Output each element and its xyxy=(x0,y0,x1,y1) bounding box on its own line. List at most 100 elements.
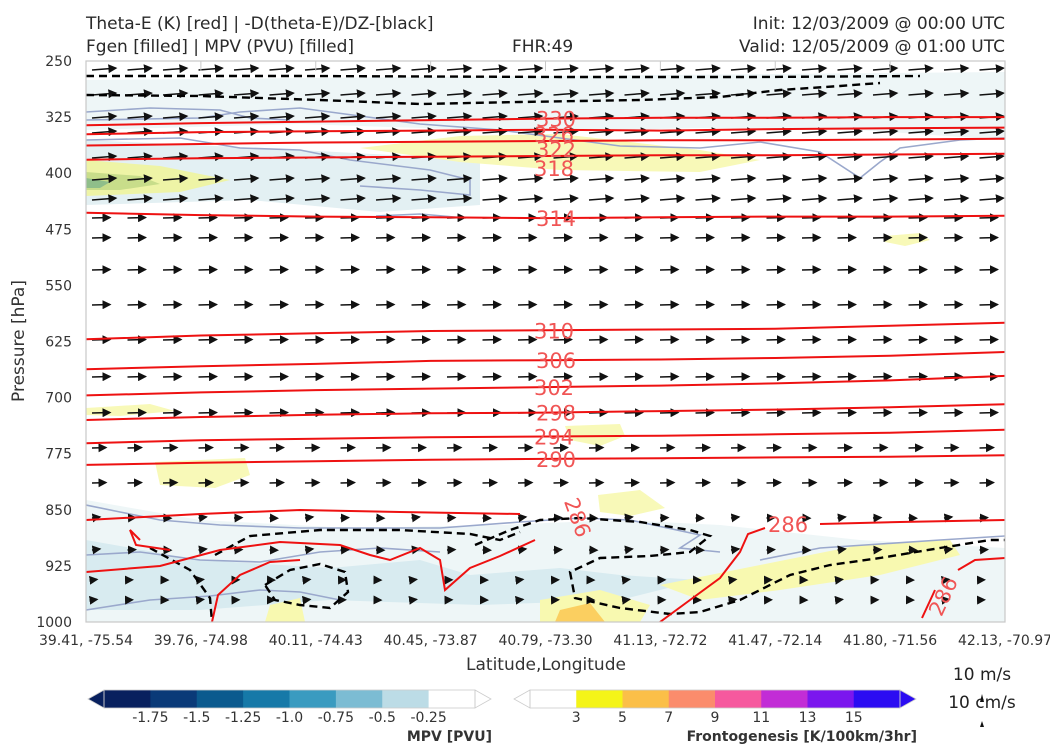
wind-vector xyxy=(801,372,822,382)
wind-vector xyxy=(943,213,964,223)
wind-vector xyxy=(517,127,544,137)
vector-key-wind: 10 m/s xyxy=(953,665,1011,685)
vector-key-arrow-small xyxy=(980,721,984,727)
theta-e-contour-294 xyxy=(86,428,1005,445)
wind-vector xyxy=(943,513,954,523)
title-line-1: Theta-E (K) [red] | -D(theta-E)/DZ-[blac… xyxy=(86,14,434,34)
wind-vector xyxy=(553,265,573,275)
wind-vector xyxy=(659,194,686,204)
wind-vector xyxy=(943,335,964,345)
wind-vector xyxy=(695,174,721,184)
wind-vector xyxy=(979,194,1005,204)
fgen-fill-left-core xyxy=(86,172,160,190)
wind-vector xyxy=(588,89,615,99)
wind-vector xyxy=(91,233,112,243)
wind-vector xyxy=(233,194,260,204)
wind-vector xyxy=(482,89,508,99)
colorbar-swatch xyxy=(428,690,476,708)
wind-vector xyxy=(766,372,786,382)
wind-vector xyxy=(91,152,118,162)
wind-vector xyxy=(872,89,899,99)
theta-e-286-left xyxy=(86,508,521,521)
colorbar-swatch xyxy=(761,690,808,708)
y-axis-ticks: 250 325 400 475 550 625 700 775 850 925 1000 xyxy=(36,54,72,631)
wind-vector xyxy=(375,194,402,204)
wind-vector xyxy=(588,372,609,382)
fgen-colorbar-title: Frontogenesis [K/100km/3hr] xyxy=(687,729,917,745)
wind-vector xyxy=(695,265,715,275)
wind-vector xyxy=(89,575,99,585)
theta-e-286-right-rising xyxy=(659,527,766,622)
theta-e-label-318: 318 xyxy=(534,157,574,181)
wind-vector xyxy=(659,64,686,74)
wind-vector xyxy=(624,300,644,310)
wind-vector xyxy=(766,64,792,74)
wind-vector xyxy=(340,64,366,74)
wind-vector xyxy=(127,300,147,310)
colorbar-tick-label: -1.0 xyxy=(276,710,303,726)
wind-vector xyxy=(766,194,792,204)
theta-e-contour-326 xyxy=(86,126,1005,136)
wind-vector xyxy=(198,213,218,223)
wind-vector xyxy=(728,575,738,585)
wind-vector xyxy=(943,372,964,382)
colorbar-extend-right xyxy=(474,689,492,709)
x-tick-label: 40.11, -74.43 xyxy=(269,633,363,649)
x-tick-label: 40.45, -73.87 xyxy=(384,633,478,649)
theta-e-contour-302 xyxy=(86,374,1005,397)
wind-vector xyxy=(304,265,325,275)
colorbar-tick-label: 15 xyxy=(845,710,863,726)
theta-e-label-286-b: 286 xyxy=(768,513,808,537)
wind-vector xyxy=(446,64,473,74)
colorbar-tick-label: 7 xyxy=(664,710,673,726)
x-tick-label: 41.47, -72.14 xyxy=(728,633,822,649)
wind-vector xyxy=(198,233,218,243)
fgen-fill-lower-right xyxy=(660,540,960,600)
wind-vector xyxy=(446,372,467,382)
wind-vector xyxy=(837,335,857,345)
wind-vector xyxy=(801,127,828,137)
y-tick-label: 325 xyxy=(45,110,72,126)
y-tick-label: 475 xyxy=(45,222,72,238)
wind-vector xyxy=(198,89,224,99)
wind-vector xyxy=(801,174,828,184)
wind-vector xyxy=(269,300,289,310)
theta-e-contours-low xyxy=(86,508,1005,622)
wind-vector xyxy=(979,89,1005,99)
wind-vector xyxy=(340,372,360,382)
wind-vector xyxy=(304,408,325,418)
wind-vector xyxy=(766,300,786,310)
wind-vector xyxy=(621,575,631,585)
wind-vector xyxy=(127,194,153,204)
wind-vector xyxy=(801,265,822,275)
wind-vector xyxy=(943,89,970,99)
colorbar-tick-label: -0.25 xyxy=(411,710,447,726)
wind-vector xyxy=(730,233,751,243)
wind-vector xyxy=(801,233,822,243)
colorbar-tick-label: -1.75 xyxy=(132,710,168,726)
wind-vector xyxy=(695,300,715,310)
wind-vector xyxy=(91,64,118,74)
colorbar-tick-label: -0.75 xyxy=(318,710,354,726)
wind-vector xyxy=(198,372,218,382)
stability-contour-4 xyxy=(214,528,521,557)
wind-vector xyxy=(979,152,1005,162)
colorbar-tick-label: 11 xyxy=(752,710,770,726)
mpv-colorbar: -1.75 -1.5 -1.25 -1.0 -0.75 -0.5 -0.25 xyxy=(87,689,492,726)
wind-vector xyxy=(411,300,431,310)
title-line-2: Fgen [filled] | MPV (PVU) [filled] xyxy=(86,37,355,57)
wind-vector xyxy=(588,335,609,345)
theta-e-contour-314 xyxy=(86,211,1005,220)
wind-vector xyxy=(127,213,147,223)
wind-vector xyxy=(588,233,609,243)
wind-vector xyxy=(872,233,893,243)
colorbar-swatch xyxy=(150,690,198,708)
colorbar-swatch xyxy=(530,690,577,708)
wind-vector xyxy=(195,595,205,605)
wind-vector xyxy=(979,213,999,223)
wind-vector xyxy=(834,575,844,585)
colorbar-tick-label: 9 xyxy=(711,710,720,726)
wind-vector xyxy=(198,335,218,345)
wind-vector xyxy=(943,194,970,204)
